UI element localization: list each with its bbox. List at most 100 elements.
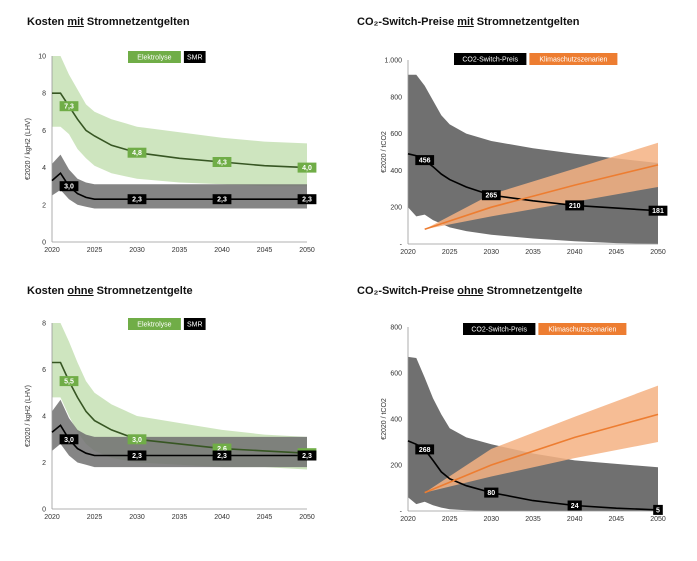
- data-label-box-tr-0-1: [481, 190, 501, 201]
- band-br-1: [424, 385, 658, 493]
- title-bottom-left-pre: Kosten: [27, 285, 68, 297]
- x-tick-tl-0: 2020: [44, 247, 60, 254]
- x-tick-br-0: 2020: [400, 516, 416, 523]
- line-tl-1: [51, 171, 307, 200]
- title-top-left-underlined: mit: [67, 16, 84, 28]
- y-tick-tl-0: 0: [42, 240, 46, 247]
- x-tick-br-6: 2050: [650, 516, 666, 523]
- x-tick-tr-5: 2045: [609, 249, 625, 256]
- legend-box-br-1: [538, 323, 627, 335]
- data-label-tr-0-0: 456: [419, 158, 431, 165]
- legend-box-tr-1: [529, 53, 618, 65]
- x-tick-tr-1: 2025: [442, 249, 458, 256]
- data-label-tr-0-3: 181: [652, 208, 664, 215]
- data-label-box-bl-0-2: [212, 443, 232, 454]
- title-top-right: CO₂-Switch-Preise mit Stromnetzentgelten: [357, 16, 579, 28]
- data-label-br-0-1: 80: [487, 490, 495, 497]
- y-tick-br-1: 200: [390, 463, 402, 470]
- legend-box-tr-0: [454, 53, 527, 65]
- y-tick-tr-3: 600: [390, 131, 402, 138]
- y-tick-tr-0: -: [400, 242, 403, 249]
- x-tick-bl-5: 2045: [257, 514, 273, 521]
- y-label-tr: €2020 / tCO2: [381, 131, 388, 173]
- y-tick-br-4: 800: [390, 325, 402, 332]
- chart-tl: 7,3 4,8 4,3 4,0 3,0 2,3 2,3 2,3 0 2 4 6 8 10 2020 2025 2…: [25, 51, 317, 254]
- data-label-bl-0-2: 2,6: [217, 446, 227, 453]
- data-label-box-tl-1-0: [59, 181, 79, 192]
- legend-entry-tr-1: Klimaschutzszenarien: [539, 57, 607, 64]
- x-tick-bl-1: 2025: [87, 514, 103, 521]
- x-tick-br-4: 2040: [567, 516, 583, 523]
- x-tick-tl-6: 2050: [299, 247, 315, 254]
- title-bottom-left: Kosten ohne Stromnetzentgelte: [27, 285, 193, 297]
- y-tick-bl-3: 6: [42, 367, 46, 374]
- x-tick-tl-2: 2030: [129, 247, 145, 254]
- data-label-br-0-3: 5: [656, 507, 660, 514]
- y-tick-tr-1: 200: [390, 205, 402, 212]
- y-tick-tl-3: 6: [42, 128, 46, 135]
- title-bottom-left-post: Stromnetzentgelte: [93, 285, 193, 297]
- y-label-tl: €2020 / kgH2 (LHV): [25, 118, 32, 180]
- band-tl-1: [52, 154, 307, 209]
- title-bottom-left-underlined: ohne: [67, 285, 94, 297]
- data-label-bl-1-2: 2,3: [217, 453, 227, 460]
- band-tl-0: [52, 56, 307, 187]
- data-label-box-bl-1-0: [59, 434, 79, 445]
- chart-bl: 5,53,02,62,43,02,32,32,30246820202025203…: [25, 318, 317, 521]
- y-tick-tr-4: 800: [390, 94, 402, 101]
- chart-br: 268 80 24 5 - 200 400 600 800 2020 2025 2030 2035 204…: [381, 323, 666, 523]
- title-top-right-underlined: mit: [457, 16, 474, 28]
- data-label-bl-1-3: 2,3: [302, 453, 312, 460]
- chart-tr: 456 265 210 181 - 200 400 600 800 1.000 2020 2025 20…: [381, 53, 668, 256]
- legend-entry-tr-0: CO2-Switch-Preis: [462, 57, 518, 64]
- x-tick-bl-3: 2035: [172, 514, 188, 521]
- legend-entry-br-0: CO2-Switch-Preis: [471, 327, 527, 334]
- x-tick-tl-5: 2045: [257, 247, 273, 254]
- y-tick-tl-1: 2: [42, 202, 46, 209]
- data-label-box-tl-0-2: [212, 157, 232, 167]
- data-label-box-br-0-2: [567, 500, 582, 511]
- data-label-bl-1-0: 3,0: [64, 437, 74, 444]
- y-tick-tl-4: 8: [42, 91, 46, 98]
- title-top-left-pre: Kosten: [27, 16, 68, 28]
- band-tr-1: [424, 142, 658, 230]
- data-label-box-bl-0-1: [127, 434, 147, 445]
- x-tick-tr-4: 2040: [567, 249, 583, 256]
- x-tick-tl-3: 2035: [172, 247, 188, 254]
- data-label-box-tl-0-1: [127, 147, 147, 158]
- data-label-bl-0-0: 5,5: [64, 379, 74, 386]
- data-label-bl-0-1: 3,0: [132, 437, 142, 444]
- x-tick-bl-4: 2040: [214, 514, 230, 521]
- line-br-1: [424, 413, 659, 494]
- data-label-bl-1-1: 2,3: [132, 453, 142, 460]
- legend-entry-tl-0: Elektrolyse: [137, 55, 171, 62]
- y-tick-br-2: 400: [390, 417, 402, 424]
- y-tick-br-3: 600: [390, 371, 402, 378]
- title-bottom-right: CO₂-Switch-Preise ohne Stromnetzentgelte: [357, 285, 583, 297]
- data-label-tl-0-3: 4,0: [302, 165, 312, 172]
- y-tick-bl-4: 8: [42, 321, 46, 328]
- data-label-box-tl-1-1: [127, 194, 147, 205]
- data-label-box-bl-0-0: [59, 376, 79, 387]
- legend-entry-bl-1: SMR: [187, 322, 203, 329]
- title-top-left-post: Stromnetzentgelten: [83, 16, 190, 28]
- x-tick-bl-0: 2020: [44, 514, 60, 521]
- data-label-tl-1-1: 2,3: [132, 197, 142, 204]
- y-tick-bl-0: 0: [42, 507, 46, 514]
- data-label-box-tl-1-2: [212, 194, 232, 205]
- data-label-box-br-0-0: [415, 444, 435, 455]
- data-label-box-bl-1-1: [127, 450, 147, 461]
- x-tick-br-1: 2025: [442, 516, 458, 523]
- x-tick-bl-6: 2050: [299, 514, 315, 521]
- data-label-tl-1-2: 2,3: [217, 197, 227, 204]
- data-label-box-tl-1-3: [297, 194, 317, 205]
- x-tick-tl-4: 2040: [214, 247, 230, 254]
- x-tick-br-5: 2045: [609, 516, 625, 523]
- data-label-box-bl-1-2: [212, 450, 232, 461]
- line-bl-1: [51, 424, 307, 457]
- x-tick-tr-2: 2030: [484, 249, 500, 256]
- title-top-right-pre: CO₂-Switch-Preise: [357, 16, 458, 28]
- line-tr-1: [424, 164, 659, 231]
- legend-box-tl-1: [183, 51, 206, 63]
- data-label-box-tr-0-3: [648, 205, 668, 216]
